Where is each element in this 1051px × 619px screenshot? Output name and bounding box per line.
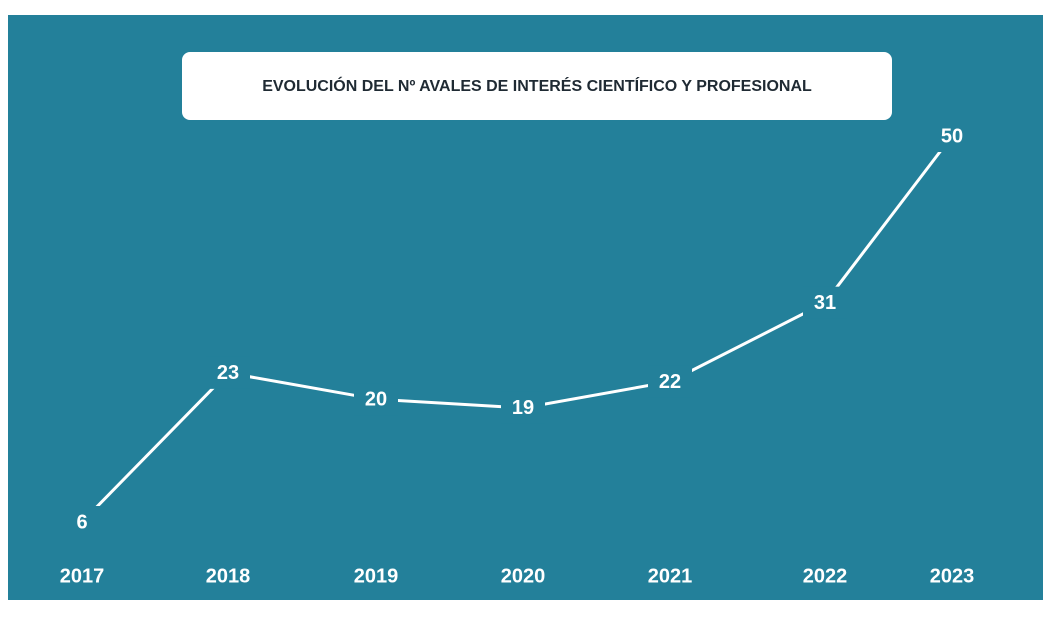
data-label: 22 — [659, 371, 681, 393]
title-box — [182, 52, 892, 120]
data-label: 23 — [217, 362, 239, 384]
x-tick-label: 2018 — [206, 565, 251, 587]
label-bg — [206, 356, 250, 389]
x-tick-label: 2022 — [803, 565, 848, 587]
data-label: 19 — [512, 397, 534, 419]
label-bg — [354, 383, 398, 416]
x-tick-label: 2021 — [648, 565, 693, 587]
data-label: 31 — [814, 292, 836, 314]
data-label: 50 — [941, 125, 963, 147]
x-tick-label: 2020 — [501, 565, 546, 587]
chart-title: EVOLUCIÓN DEL Nº AVALES DE INTERÉS CIENT… — [262, 76, 812, 95]
data-label: 6 — [76, 511, 87, 533]
x-tick-label: 2019 — [354, 565, 399, 587]
label-bg — [930, 120, 974, 152]
x-tick-label: 2017 — [60, 565, 105, 587]
label-bg — [648, 365, 692, 398]
label-bg — [60, 506, 104, 538]
label-bg — [803, 286, 847, 319]
data-label: 20 — [365, 388, 387, 410]
label-bg — [501, 391, 545, 424]
x-tick-label: 2023 — [930, 565, 975, 587]
